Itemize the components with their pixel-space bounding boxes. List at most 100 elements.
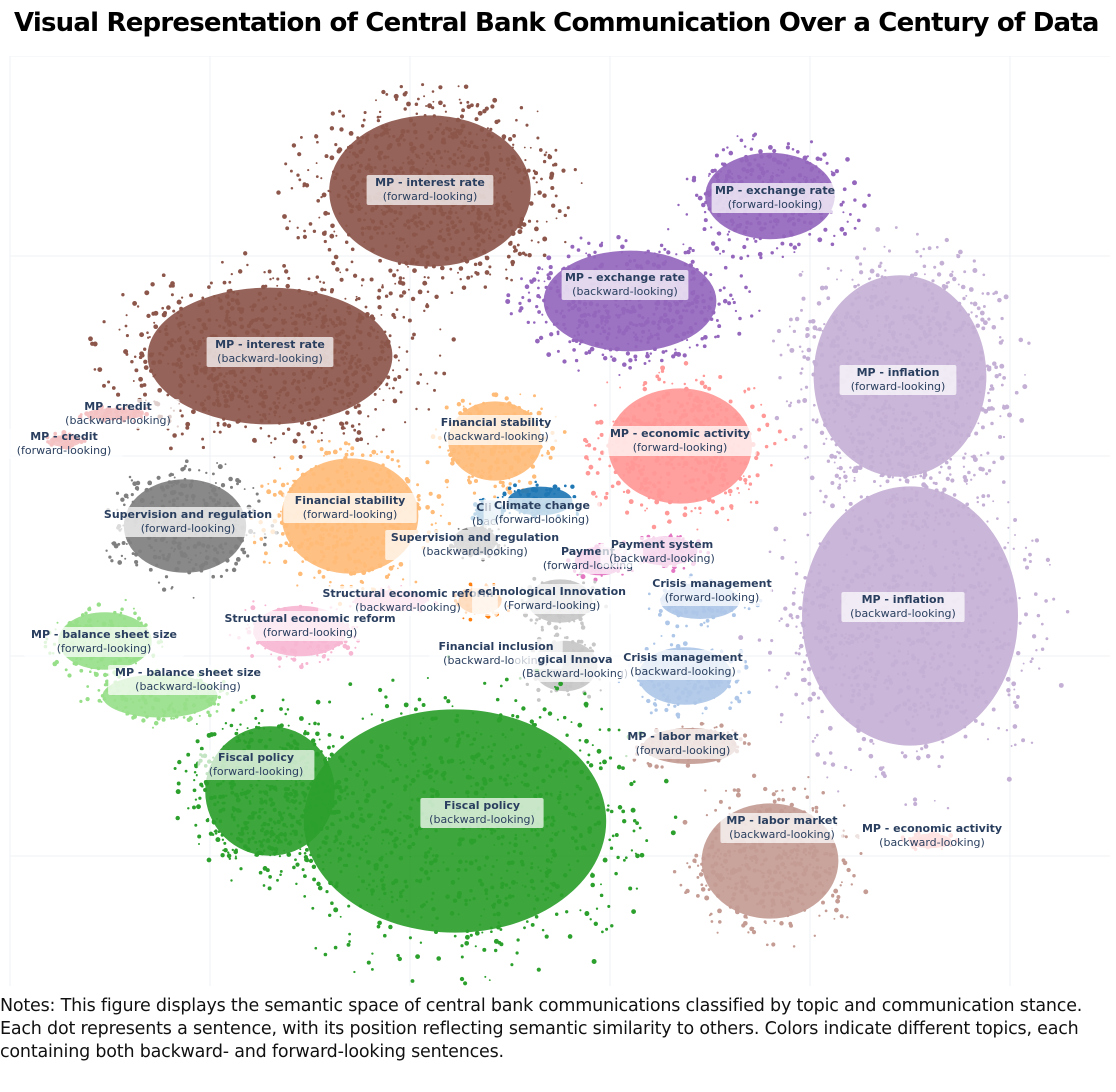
sentence-point bbox=[221, 260, 224, 264]
sentence-point bbox=[325, 299, 328, 302]
sentence-point bbox=[307, 277, 311, 281]
sentence-point bbox=[922, 475, 926, 480]
sentence-point bbox=[1002, 631, 1006, 635]
sentence-point bbox=[373, 392, 377, 396]
sentence-point bbox=[498, 445, 502, 449]
sentence-point bbox=[174, 362, 180, 367]
sentence-point bbox=[812, 335, 817, 339]
sentence-point bbox=[377, 380, 380, 383]
sentence-point bbox=[877, 437, 880, 440]
sentence-point bbox=[627, 254, 630, 257]
sentence-point bbox=[683, 304, 686, 307]
sentence-point bbox=[320, 287, 324, 292]
sentence-point bbox=[357, 423, 361, 426]
sentence-point bbox=[423, 276, 426, 279]
sentence-point bbox=[900, 451, 905, 457]
sentence-point bbox=[888, 403, 891, 406]
sentence-point bbox=[873, 553, 879, 559]
sentence-point bbox=[193, 370, 199, 376]
sentence-point bbox=[351, 372, 355, 377]
sentence-point bbox=[934, 544, 938, 548]
sentence-point bbox=[821, 667, 827, 672]
sentence-point bbox=[339, 447, 342, 451]
sentence-point bbox=[813, 361, 819, 367]
sentence-point bbox=[499, 152, 502, 155]
sentence-point bbox=[815, 752, 821, 757]
sentence-point bbox=[701, 293, 704, 297]
sentence-point bbox=[544, 285, 548, 290]
sentence-point bbox=[457, 131, 463, 136]
sentence-point bbox=[965, 402, 968, 405]
sentence-point bbox=[833, 363, 836, 366]
sentence-point bbox=[288, 220, 291, 223]
sentence-point bbox=[456, 156, 460, 160]
sentence-point bbox=[601, 265, 604, 268]
sentence-point bbox=[793, 251, 796, 254]
sentence-point bbox=[716, 334, 720, 339]
sentence-point bbox=[893, 654, 896, 658]
sentence-point bbox=[954, 682, 959, 687]
sentence-point bbox=[932, 629, 936, 633]
sentence-point bbox=[218, 324, 222, 328]
sentence-point bbox=[944, 460, 949, 465]
sentence-point bbox=[474, 221, 478, 225]
sentence-point bbox=[352, 559, 358, 564]
sentence-point bbox=[348, 397, 351, 400]
sentence-point bbox=[512, 447, 515, 449]
sentence-point bbox=[966, 415, 972, 420]
sentence-point bbox=[510, 190, 513, 193]
sentence-point bbox=[865, 634, 871, 639]
sentence-point bbox=[910, 522, 915, 527]
sentence-point bbox=[111, 386, 116, 390]
sentence-point bbox=[648, 359, 651, 363]
sentence-point bbox=[600, 322, 603, 325]
sentence-point bbox=[348, 131, 354, 136]
sentence-point bbox=[97, 367, 103, 372]
sentence-point bbox=[511, 229, 514, 233]
sentence-point bbox=[883, 402, 887, 406]
sentence-point bbox=[783, 606, 788, 611]
sentence-point bbox=[891, 476, 894, 479]
sentence-point bbox=[824, 494, 828, 499]
sentence-point bbox=[910, 340, 915, 346]
sentence-point bbox=[255, 380, 258, 383]
sentence-point bbox=[516, 243, 520, 247]
sentence-point bbox=[227, 329, 232, 334]
sentence-point bbox=[685, 309, 689, 313]
sentence-point bbox=[922, 457, 926, 460]
sentence-point bbox=[930, 656, 935, 661]
sentence-point bbox=[405, 350, 409, 353]
sentence-point bbox=[678, 320, 683, 325]
sentence-point bbox=[928, 565, 934, 570]
sentence-point bbox=[320, 439, 323, 442]
sentence-point bbox=[896, 352, 901, 358]
sentence-point bbox=[945, 404, 950, 410]
sentence-point bbox=[729, 293, 733, 297]
sentence-point bbox=[858, 450, 864, 456]
sentence-point bbox=[811, 740, 815, 743]
sentence-point bbox=[843, 474, 848, 480]
sentence-point bbox=[387, 206, 391, 210]
sentence-point bbox=[485, 161, 490, 166]
sentence-point bbox=[625, 325, 630, 330]
sentence-point bbox=[904, 403, 909, 408]
sentence-point bbox=[123, 349, 129, 355]
sentence-point bbox=[484, 167, 490, 172]
sentence-point bbox=[887, 281, 891, 286]
sentence-point bbox=[855, 315, 860, 320]
sentence-point bbox=[578, 325, 581, 328]
sentence-point bbox=[867, 396, 870, 398]
sentence-point bbox=[441, 137, 446, 143]
sentence-point bbox=[383, 358, 387, 362]
sentence-point bbox=[806, 715, 810, 719]
sentence-point bbox=[986, 520, 989, 523]
sentence-point bbox=[464, 259, 470, 264]
sentence-point bbox=[473, 459, 476, 462]
sentence-point bbox=[713, 168, 717, 173]
sentence-point bbox=[922, 704, 926, 708]
sentence-point bbox=[804, 385, 809, 389]
sentence-point bbox=[501, 480, 505, 485]
sentence-point bbox=[1012, 724, 1018, 729]
sentence-point bbox=[606, 313, 610, 317]
sentence-point bbox=[685, 177, 689, 181]
